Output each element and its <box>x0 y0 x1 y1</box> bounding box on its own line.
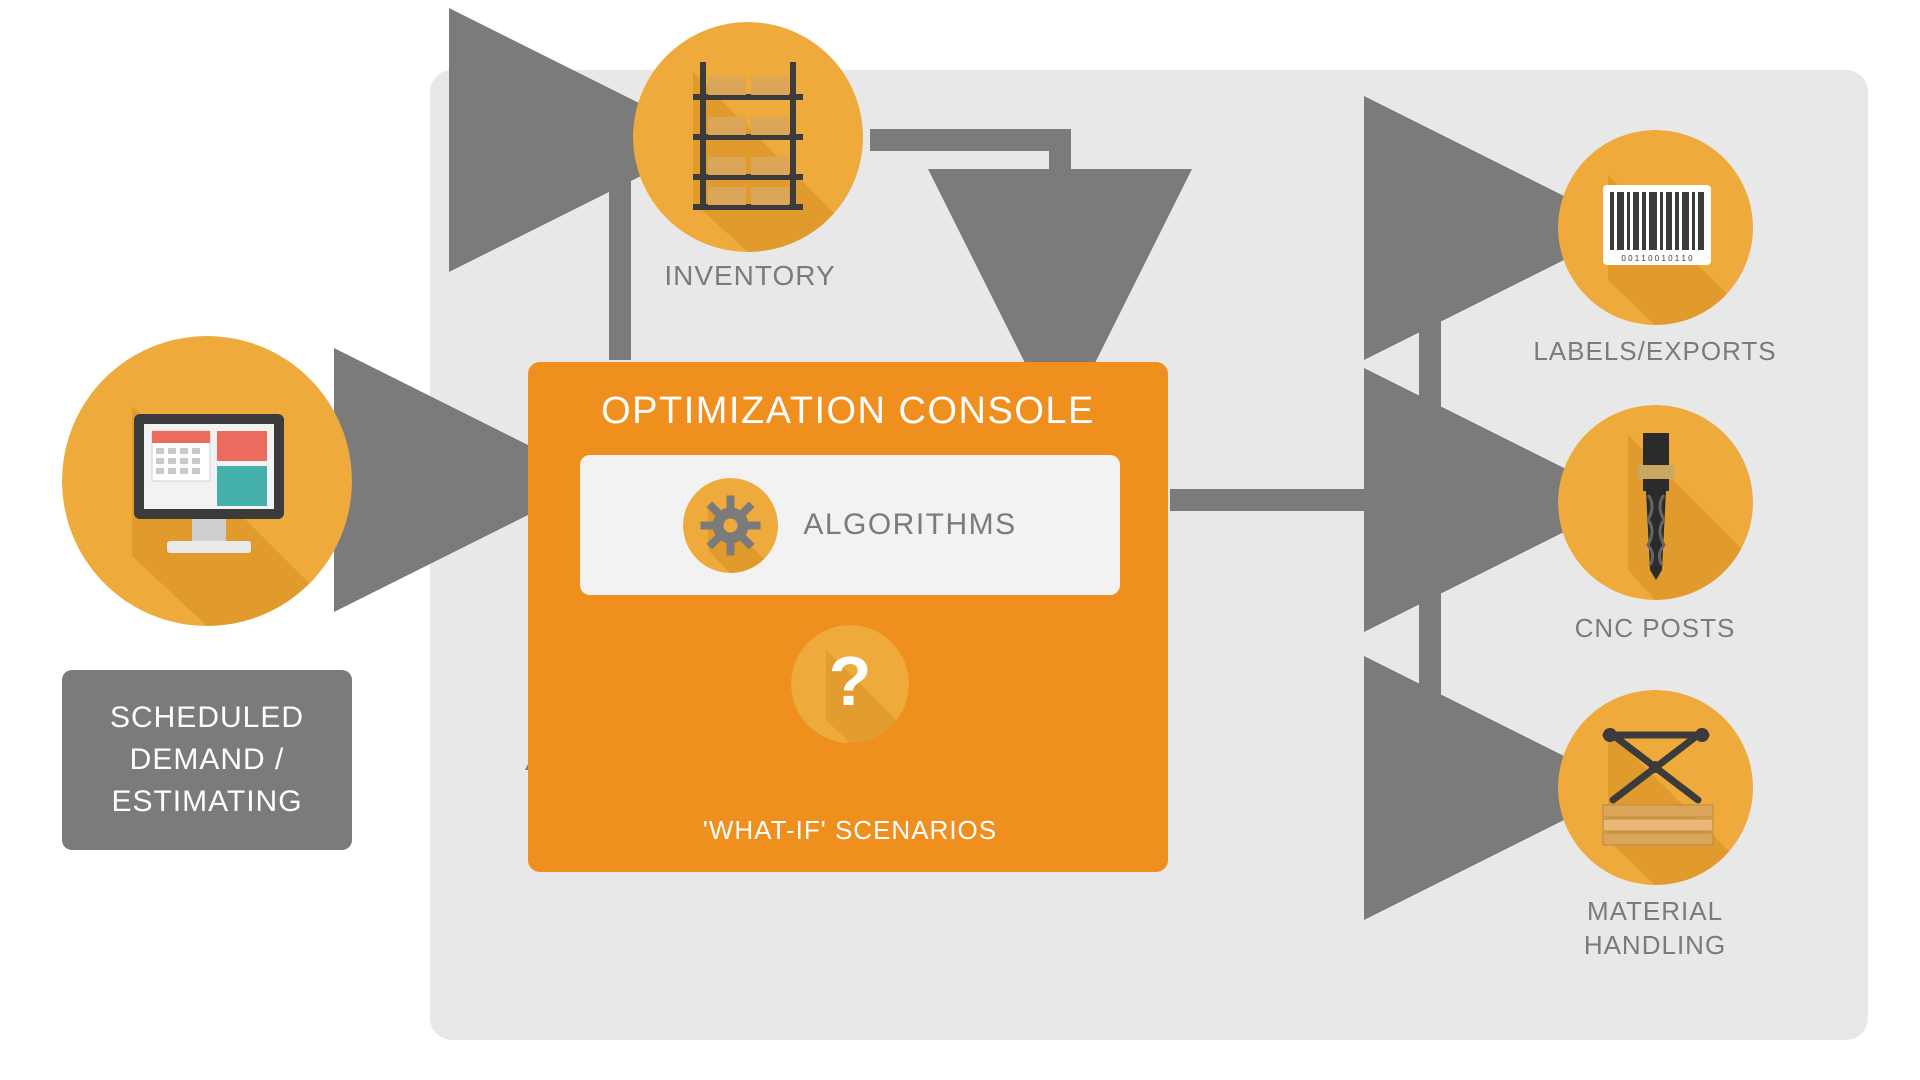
cnc-posts-label: CNC POSTS <box>1490 612 1820 646</box>
material-handling-label: MATERIAL HANDLING <box>1490 895 1820 963</box>
labels-exports-icon: 0 0 1 1 0 0 1 0 1 1 0 <box>1558 130 1753 325</box>
scheduled-demand-label-box: SCHEDULED DEMAND / ESTIMATING <box>62 670 352 850</box>
material-handling-icon <box>1558 690 1753 885</box>
algorithms-box: ALGORITHMS <box>580 455 1120 595</box>
cnc-posts-icon <box>1558 405 1753 600</box>
algorithms-label: ALGORITHMS <box>803 508 1016 542</box>
svg-text:0 0 1 1 0 0 1 0 1 1 0: 0 0 1 1 0 0 1 0 1 1 0 <box>1621 254 1693 263</box>
scheduled-demand-label: SCHEDULED DEMAND / ESTIMATING <box>82 697 332 823</box>
scheduled-demand-icon <box>62 336 352 626</box>
optimization-console-box <box>528 362 1168 872</box>
whatif-icon: ? <box>791 625 909 743</box>
inventory-icon <box>633 22 863 252</box>
labels-exports-label: LABELS/EXPORTS <box>1490 335 1820 369</box>
whatif-label: 'WHAT-IF' SCENARIOS <box>560 815 1140 846</box>
console-title: OPTIMIZATION CONSOLE <box>528 390 1168 433</box>
inventory-label: INVENTORY <box>580 260 920 292</box>
gear-icon <box>683 478 778 573</box>
svg-text:?: ? <box>829 642 872 720</box>
